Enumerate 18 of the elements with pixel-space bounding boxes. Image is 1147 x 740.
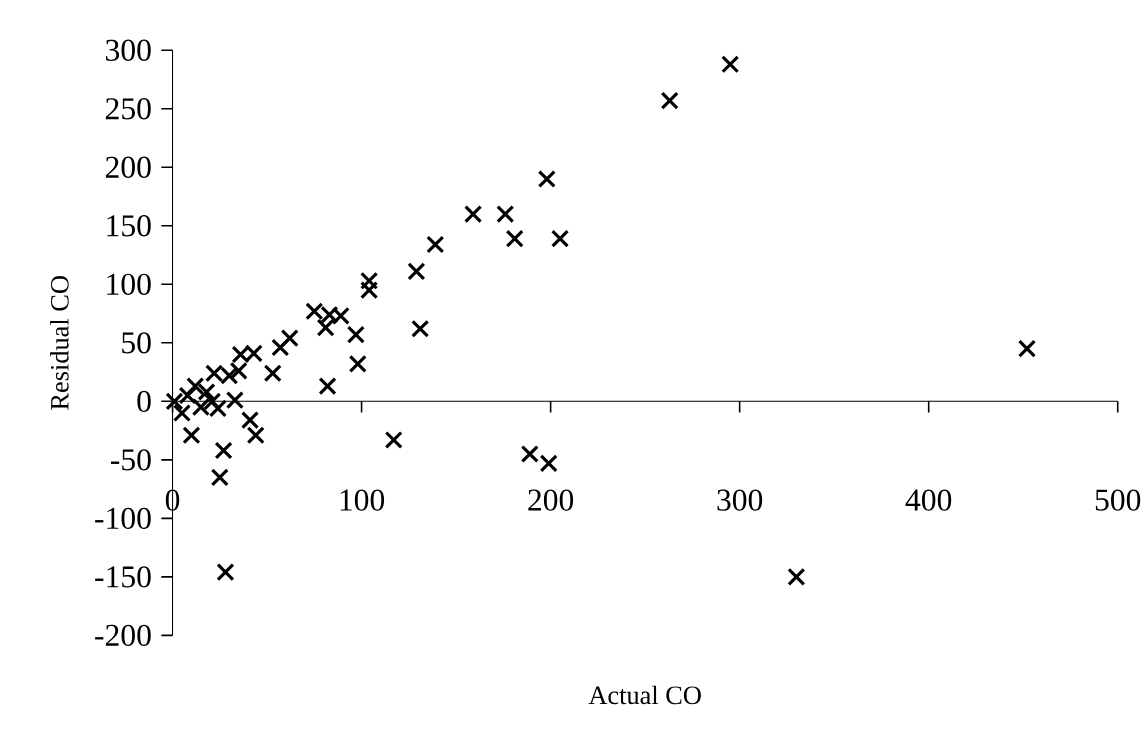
y-tick-label: -100: [95, 507, 151, 529]
x-tick-label: 400: [905, 489, 952, 511]
y-tick-label: 0: [137, 390, 151, 412]
y-tick-label: 100: [107, 273, 151, 295]
y-tick-label: -50: [110, 448, 151, 471]
y-tick-label: 300: [106, 39, 151, 61]
y-axis-title: Residual CO: [50, 275, 69, 410]
y-tick-label: 150: [107, 214, 151, 237]
x-tick-label: 300: [717, 489, 763, 511]
x-tick-label: 100: [340, 489, 385, 511]
x-tick-label: 500: [1095, 489, 1141, 511]
y-tick-label: -200: [95, 624, 151, 646]
y-tick-label: 200: [105, 156, 151, 178]
y-tick-label: -150: [95, 565, 151, 588]
y-tick-label: 50: [122, 331, 151, 354]
x-axis-title: Actual CO: [588, 685, 701, 704]
x-tick-label: 200: [528, 489, 574, 511]
y-tick-label: 250: [105, 97, 151, 120]
